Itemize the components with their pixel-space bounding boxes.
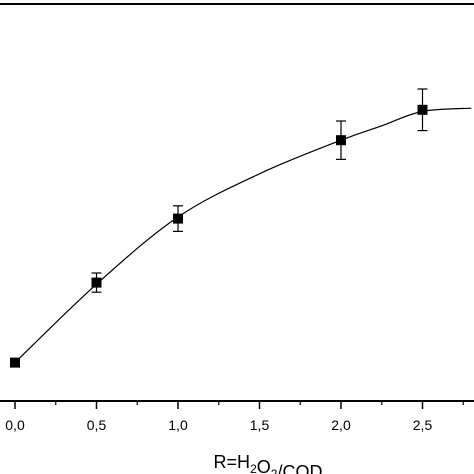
data-point xyxy=(10,357,20,368)
data-points xyxy=(10,104,428,368)
x-tick-label: 1,5 xyxy=(250,417,270,433)
data-point xyxy=(417,104,428,115)
data-point xyxy=(91,277,102,288)
x-tick-label: 2,5 xyxy=(413,417,433,433)
x-tick-label: 1,0 xyxy=(168,417,188,433)
x-tick-labels: 0,0 0,5 1,0 1,5 2,0 2,5 xyxy=(5,417,432,433)
x-tick-label: 2,0 xyxy=(331,417,351,433)
x-ticks xyxy=(14,401,464,409)
x-tick-label: 0,5 xyxy=(87,417,107,433)
data-point xyxy=(173,213,183,224)
fit-curve xyxy=(14,107,472,364)
data-point xyxy=(336,135,346,146)
error-bars xyxy=(10,88,428,367)
x-tick-label: 0,0 xyxy=(5,417,25,433)
plot-frame xyxy=(0,3,474,402)
x-axis-title: R=H2O2/COD xyxy=(214,452,323,474)
